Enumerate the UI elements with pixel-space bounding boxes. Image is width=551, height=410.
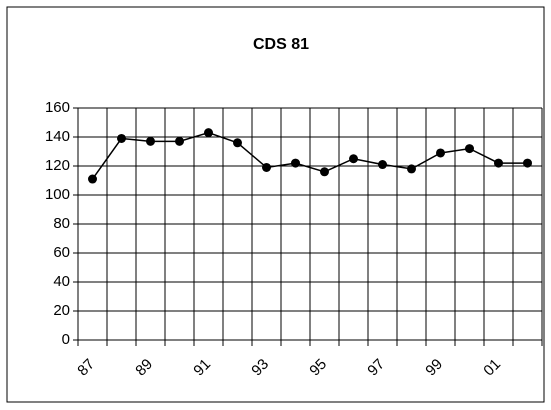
chart-border (6, 6, 545, 403)
data-marker (320, 167, 329, 177)
data-marker (407, 164, 416, 174)
chart-title: CDS 81 (253, 36, 309, 53)
y-tick-label: 120 (45, 157, 70, 174)
data-line (91, 131, 528, 180)
data-marker (233, 138, 242, 148)
data-marker (465, 144, 474, 154)
data-marker (349, 154, 358, 164)
y-tick-label: 140 (45, 128, 70, 145)
y-tick-label: 20 (53, 302, 70, 319)
data-marker (291, 158, 300, 168)
data-marker (262, 162, 271, 172)
data-marker (523, 158, 532, 168)
data-marker (117, 133, 126, 143)
data-marker (494, 158, 503, 168)
data-marker (436, 148, 445, 158)
data-marker (378, 160, 387, 170)
y-tick-label: 0 (62, 331, 70, 348)
data-marker (204, 128, 213, 138)
y-tick-label: 100 (45, 186, 70, 203)
data-marker (146, 136, 155, 146)
y-tick-label: 60 (53, 244, 70, 261)
data-marker (175, 136, 184, 146)
y-tick-label: 40 (53, 273, 70, 290)
data-marker (88, 174, 97, 184)
y-tick-label: 160 (45, 99, 70, 116)
y-tick-label: 80 (53, 215, 70, 232)
